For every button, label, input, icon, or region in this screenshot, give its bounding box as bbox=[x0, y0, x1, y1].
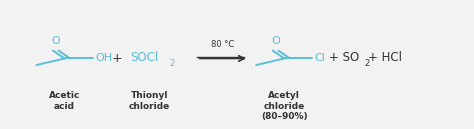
Text: 80 °C: 80 °C bbox=[211, 40, 235, 49]
Text: O: O bbox=[271, 36, 280, 46]
Text: Thionyl
chloride: Thionyl chloride bbox=[129, 91, 170, 111]
Text: Acetic
acid: Acetic acid bbox=[49, 91, 80, 111]
Text: Cl: Cl bbox=[315, 54, 326, 63]
Text: O: O bbox=[51, 36, 60, 46]
Text: 2: 2 bbox=[170, 59, 175, 68]
Text: +: + bbox=[111, 52, 122, 65]
Text: + HCl: + HCl bbox=[368, 51, 402, 64]
Text: + SO: + SO bbox=[329, 51, 359, 64]
Text: 2: 2 bbox=[365, 59, 370, 68]
Text: Acetyl
chloride
(80–90%): Acetyl chloride (80–90%) bbox=[261, 91, 308, 121]
Text: OH: OH bbox=[95, 54, 112, 63]
Text: SOCl: SOCl bbox=[131, 51, 159, 64]
